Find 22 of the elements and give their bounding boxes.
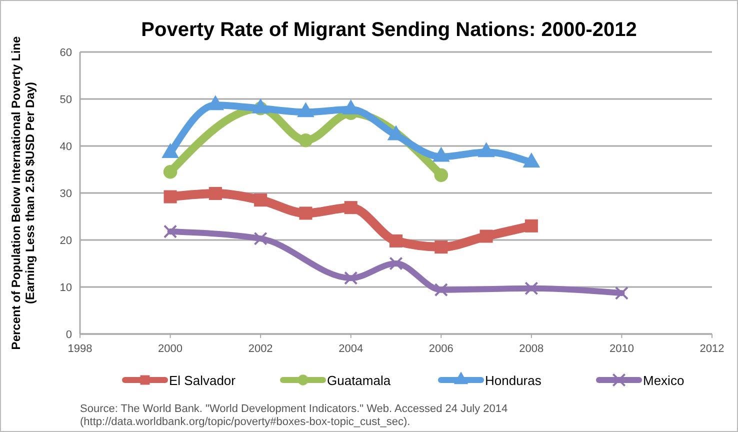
y-tick-label: 0	[66, 329, 72, 341]
x-tick-label: 2004	[338, 343, 364, 355]
y-tick-label: 50	[60, 94, 72, 106]
y-tick-label: 40	[60, 141, 72, 153]
x-tick-label: 2006	[428, 343, 454, 355]
x-tick-label: 2010	[609, 343, 634, 355]
x-tick-label: 2002	[248, 343, 273, 355]
source-note: Source: The World Bank. "World Development Indicators." Web. Accessed 24 July 2014 (http://data.worldbank.org/topic/poverty#boxes-box-topic_cust_sec).	[80, 403, 508, 428]
x-tick-label: 2000	[158, 343, 183, 355]
legend-label: Honduras	[485, 373, 542, 388]
legend-label: Mexico	[643, 373, 684, 388]
x-tick-label: 2008	[519, 343, 544, 355]
legend-label: Guatamala	[327, 373, 392, 388]
y-tick-label: 60	[60, 47, 72, 59]
y-tick-label: 20	[60, 235, 72, 247]
y-tick-label: 10	[60, 282, 72, 294]
chart-title: Poverty Rate of Migrant Sending Nations: 2000-2012	[141, 19, 637, 41]
y-tick-label: 30	[60, 188, 72, 200]
legend-label: El Salvador	[169, 373, 236, 388]
x-tick-label: 2012	[700, 343, 724, 355]
y-axis-title: Percent of Population Below International Poverty Line (Earning Less than 2.50 $USD Per Day)	[9, 36, 37, 350]
x-tick-label: 1998	[68, 343, 92, 355]
